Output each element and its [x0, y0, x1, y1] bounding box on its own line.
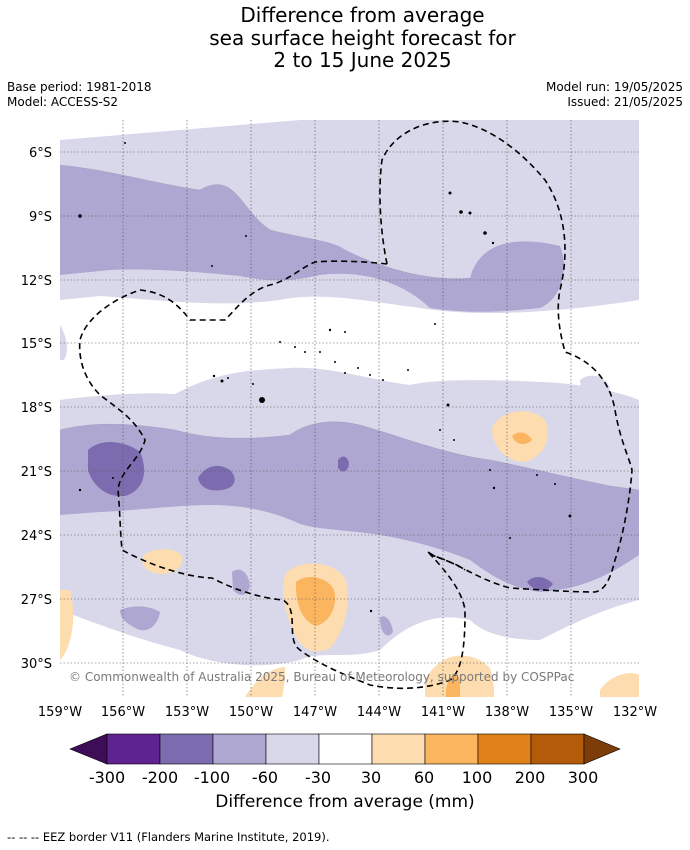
colorbar-arrow-max: [583, 733, 621, 765]
lon-tick: 150°W: [229, 705, 273, 720]
colorbar-tick: 30: [361, 768, 381, 787]
band-north-medium: [60, 165, 564, 312]
contour-lines: [60, 164, 639, 491]
title-line-1: Difference from average: [240, 3, 485, 27]
lon-tick: 144°W: [357, 705, 401, 720]
patch-warm-3-inner: [512, 432, 532, 445]
patch-medium-sw: [120, 606, 160, 631]
model-run: Model run: 19/05/2025: [545, 80, 683, 94]
model-name: Model: ACCESS-S2: [7, 95, 119, 109]
patch-warm-7: [600, 673, 639, 697]
lon-axis: 159°W 156°W 153°W 150°W 147°W 144°W 141°…: [38, 705, 657, 720]
band-central-medium: [60, 421, 639, 592]
colorbar-cell: [159, 733, 214, 765]
patch-dark-west: [88, 441, 145, 497]
colorbar-tick: 300: [568, 768, 599, 787]
lon-tick: 156°W: [101, 705, 145, 720]
lat-axis: 6°S 9°S 12°S 15°S 18°S 21°S 24°S 27°S 30…: [21, 146, 52, 672]
patch-warm-1: [142, 549, 183, 574]
title-line-2: sea surface height forecast for: [209, 25, 516, 50]
colorbar-title: Difference from average (mm): [215, 792, 475, 812]
lon-tick: 135°W: [549, 705, 593, 720]
lat-tick: 6°S: [29, 146, 52, 161]
lon-tick: 147°W: [293, 705, 337, 720]
colorbar-cell: [424, 733, 479, 765]
copyright-notice: © Commonwealth of Australia 2025, Bureau…: [69, 670, 574, 684]
lon-tick: 159°W: [38, 705, 82, 720]
patch-light-e: [580, 375, 610, 403]
lat-tick: 12°S: [21, 274, 52, 289]
colorbar-cell: [212, 733, 267, 765]
colorbar-tick: 200: [515, 768, 546, 787]
patch-dark-central: [198, 465, 235, 491]
chart-title: Difference from average sea surface heig…: [0, 4, 690, 72]
lat-tick: 18°S: [21, 401, 52, 416]
colorbar-cell: [265, 733, 320, 765]
lat-tick: 9°S: [29, 210, 52, 225]
colorbar-cells: [106, 733, 585, 765]
lat-tick: 27°S: [21, 593, 52, 608]
colorbar-cell: [477, 733, 532, 765]
colorbar-tick: 60: [414, 768, 434, 787]
colorbar-tick: -300: [89, 768, 125, 787]
colorbar: -300 -200 -100 -60 -30 30 60 100 200 300: [69, 733, 621, 787]
colorbar-tick-labels: -300 -200 -100 -60 -30 30 60 100 200 300: [89, 768, 598, 787]
eez-footnote: -- -- -- EEZ border V11 (Flanders Marine…: [7, 830, 330, 844]
base-period: Base period: 1981-2018: [7, 80, 152, 94]
colorbar-tick: -100: [194, 768, 230, 787]
colorbar-tick: 100: [462, 768, 493, 787]
patch-dark-small: [338, 456, 349, 472]
colorbar-cell: [318, 733, 373, 765]
issued-date: Issued: 21/05/2025: [567, 95, 683, 109]
patch-warm-6: [245, 667, 286, 697]
colorbar-tick: -200: [142, 768, 178, 787]
colorbar-tick: -30: [305, 768, 331, 787]
lat-tick: 30°S: [21, 657, 52, 672]
lon-tick: 141°W: [421, 705, 465, 720]
meta-left: Base period: 1981-2018 Model: ACCESS-S2: [7, 80, 152, 110]
colorbar-cell: [106, 733, 161, 765]
lat-tick: 21°S: [21, 465, 52, 480]
lon-tick: 153°W: [165, 705, 209, 720]
patch-medium-s2: [380, 616, 393, 636]
patch-dark-southeast: [527, 576, 553, 591]
colorbar-tick: -60: [252, 768, 278, 787]
lat-tick: 15°S: [21, 337, 52, 352]
patch-warm-2-inner: [295, 577, 336, 626]
meta-right: Model run: 19/05/2025 Issued: 21/05/2025: [546, 80, 683, 110]
gridlines: [60, 120, 639, 697]
colorbar-arrow-min: [69, 733, 108, 765]
patch-west-light: [60, 325, 67, 360]
lon-tick: 138°W: [485, 705, 529, 720]
lat-tick: 24°S: [21, 529, 52, 544]
patch-warm-4: [425, 655, 495, 697]
lon-tick: 132°W: [613, 705, 657, 720]
colorbar-cell: [530, 733, 585, 765]
patch-warm-5: [60, 590, 74, 660]
islands: [78, 142, 572, 613]
title-line-3: 2 to 15 June 2025: [273, 48, 452, 72]
eez-borders: [78, 120, 633, 690]
colorbar-cell: [371, 733, 426, 765]
anomaly-field: [60, 120, 639, 697]
